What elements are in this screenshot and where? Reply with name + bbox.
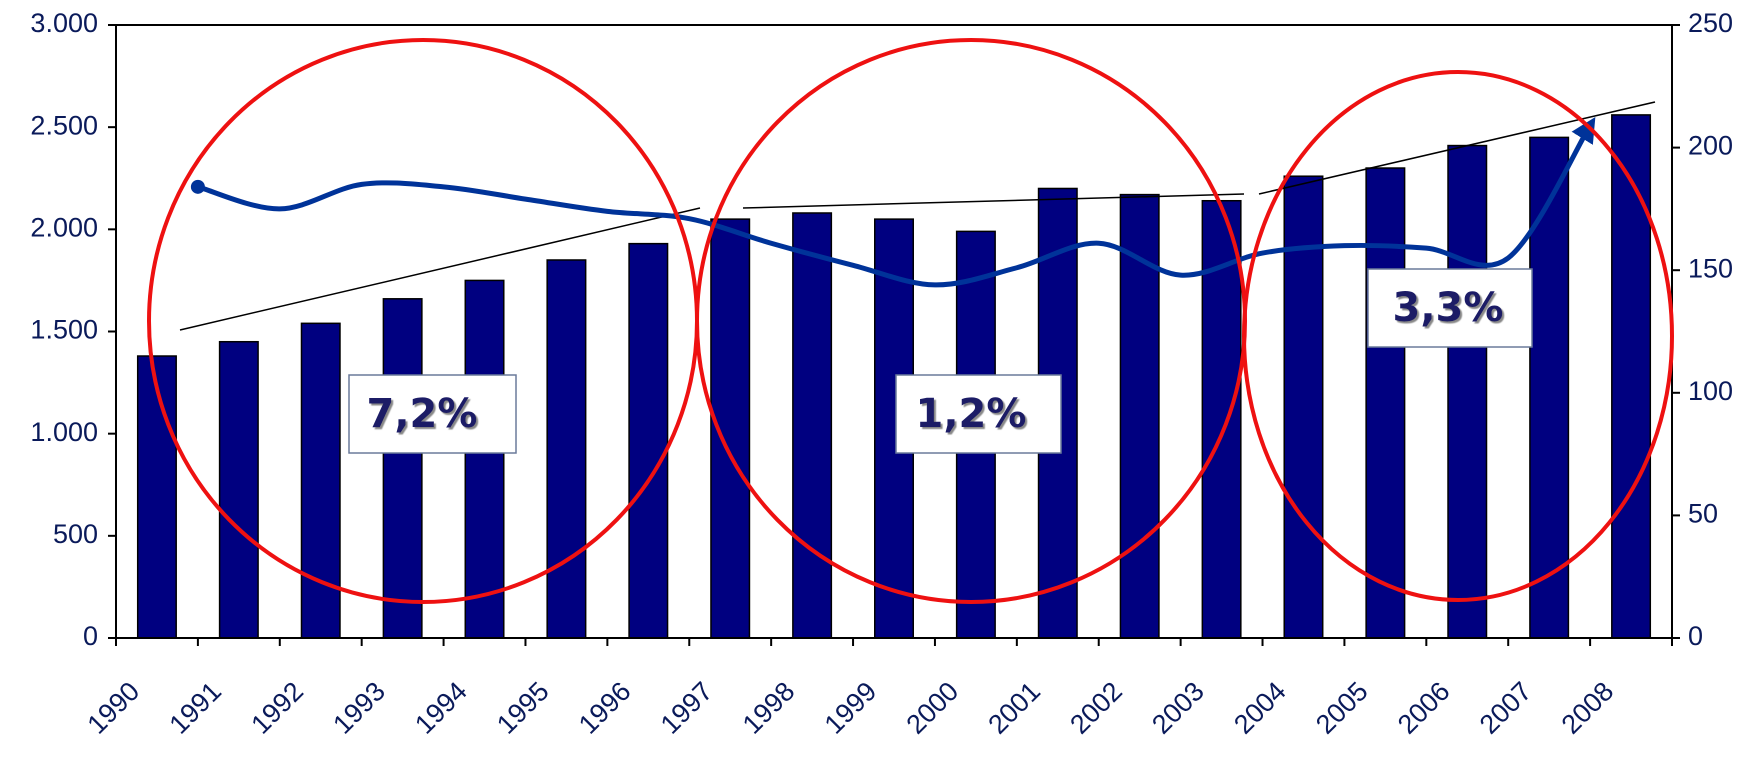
y-tick-label: 2.500 — [30, 110, 98, 140]
y2-tick-label: 0 — [1688, 621, 1703, 651]
bar — [1365, 167, 1406, 639]
highlight-circle — [1242, 70, 1674, 602]
annotation-box — [1367, 268, 1533, 348]
y2-tick-label: 200 — [1688, 131, 1733, 161]
x-tick-label: 1999 — [819, 676, 883, 740]
y-tick-label: 0 — [83, 621, 98, 651]
x-tick-label: 1993 — [327, 676, 391, 740]
y2-tick-label: 250 — [1688, 8, 1733, 38]
bar — [136, 355, 177, 639]
x-tick-label: 2002 — [1064, 676, 1128, 740]
y-tick-label: 1.500 — [30, 315, 98, 345]
bar — [1529, 136, 1570, 639]
y2-tick-label: 150 — [1688, 253, 1733, 283]
annotation: 1,2% — [916, 391, 1027, 437]
y-tick-label: 3.000 — [30, 8, 98, 38]
trend-line — [742, 193, 1245, 209]
y-tick-label: 2.000 — [30, 212, 98, 242]
x-tick-label: 2006 — [1392, 676, 1456, 740]
x-tick-label: 2004 — [1228, 676, 1292, 740]
y2-tick-label: 50 — [1688, 499, 1718, 529]
annotation: 7,2% — [367, 391, 478, 437]
bar — [546, 259, 587, 639]
x-tick-label: 2008 — [1556, 676, 1620, 740]
annotation-box — [895, 374, 1062, 454]
x-tick-label: 2000 — [901, 676, 965, 740]
bar — [218, 340, 259, 639]
bar — [300, 322, 341, 639]
annotation-box — [348, 374, 517, 454]
x-tick-label: 2005 — [1310, 676, 1374, 740]
y-tick-label: 500 — [53, 519, 98, 549]
bar — [628, 242, 669, 639]
bar — [1201, 199, 1242, 639]
x-tick-label: 1995 — [491, 676, 555, 740]
line-series — [197, 117, 1596, 288]
bar — [382, 298, 423, 639]
line-marker — [190, 179, 205, 194]
x-tick-label: 2001 — [982, 676, 1046, 740]
x-tick-label: 1992 — [245, 676, 309, 740]
annotation: 3,3% — [1393, 285, 1504, 331]
x-tick-label: 2003 — [1146, 676, 1210, 740]
bar — [1611, 114, 1652, 639]
bar — [792, 212, 833, 639]
x-tick-label: 1990 — [82, 676, 146, 740]
trend-line — [179, 207, 701, 331]
x-tick-label: 1997 — [655, 676, 719, 740]
x-tick-label: 2007 — [1474, 676, 1538, 740]
bar — [464, 279, 505, 639]
y-tick-label: 1.000 — [30, 417, 98, 447]
x-tick-label: 1996 — [573, 676, 637, 740]
x-tick-label: 1998 — [737, 676, 801, 740]
y2-tick-label: 100 — [1688, 376, 1733, 406]
bar — [1447, 144, 1488, 639]
x-tick-label: 1991 — [163, 676, 227, 740]
x-tick-label: 1994 — [409, 676, 473, 740]
